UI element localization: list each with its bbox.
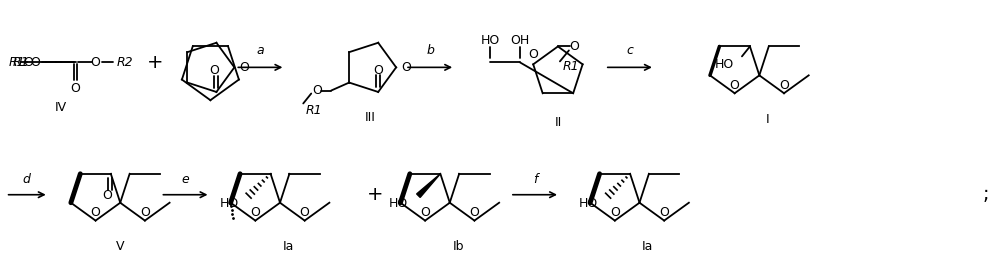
Text: Ib: Ib <box>452 240 464 253</box>
Text: O: O <box>300 206 310 219</box>
Text: a: a <box>257 44 264 57</box>
Polygon shape <box>417 174 440 197</box>
Text: III: III <box>365 111 376 124</box>
Text: O: O <box>528 48 538 61</box>
Text: R1: R1 <box>9 56 25 69</box>
Text: O: O <box>250 206 260 219</box>
Text: HO: HO <box>579 197 598 210</box>
Text: Ia: Ia <box>283 240 294 253</box>
Text: O: O <box>209 64 219 76</box>
Text: O: O <box>401 61 411 74</box>
Text: O: O <box>610 206 620 219</box>
Text: f: f <box>533 173 537 186</box>
Text: ;: ; <box>983 185 989 204</box>
Text: R2: R2 <box>117 56 133 69</box>
Text: O: O <box>91 56 100 69</box>
Text: O: O <box>569 40 579 53</box>
Text: R1: R1 <box>306 104 323 117</box>
Text: O: O <box>31 56 41 69</box>
Text: c: c <box>626 44 633 57</box>
Text: R1: R1 <box>13 56 29 69</box>
Text: II: II <box>554 116 562 129</box>
Text: Ia: Ia <box>642 240 653 253</box>
Text: O: O <box>779 79 789 92</box>
Text: O: O <box>420 206 430 219</box>
Text: O: O <box>24 56 34 69</box>
Text: OH: OH <box>510 34 530 47</box>
Text: O: O <box>469 206 479 219</box>
Text: e: e <box>182 173 189 186</box>
Text: +: + <box>367 185 383 204</box>
Text: O: O <box>140 206 150 219</box>
Text: d: d <box>23 173 31 186</box>
Text: V: V <box>116 240 125 253</box>
Text: HO: HO <box>219 197 239 210</box>
Text: I: I <box>766 113 769 126</box>
Text: R1: R1 <box>563 60 579 73</box>
Text: O: O <box>659 206 669 219</box>
Text: +: + <box>147 53 164 72</box>
Text: HO: HO <box>480 34 500 47</box>
Text: O: O <box>312 84 322 97</box>
Text: b: b <box>426 44 434 57</box>
Text: O: O <box>71 82 81 95</box>
Text: HO: HO <box>715 58 734 71</box>
Text: IV: IV <box>55 101 67 114</box>
Text: O: O <box>102 189 112 202</box>
Text: O: O <box>91 206 100 219</box>
Text: O: O <box>373 64 383 76</box>
Text: HO: HO <box>389 197 408 210</box>
Text: O: O <box>730 79 740 92</box>
Text: O: O <box>239 61 249 74</box>
